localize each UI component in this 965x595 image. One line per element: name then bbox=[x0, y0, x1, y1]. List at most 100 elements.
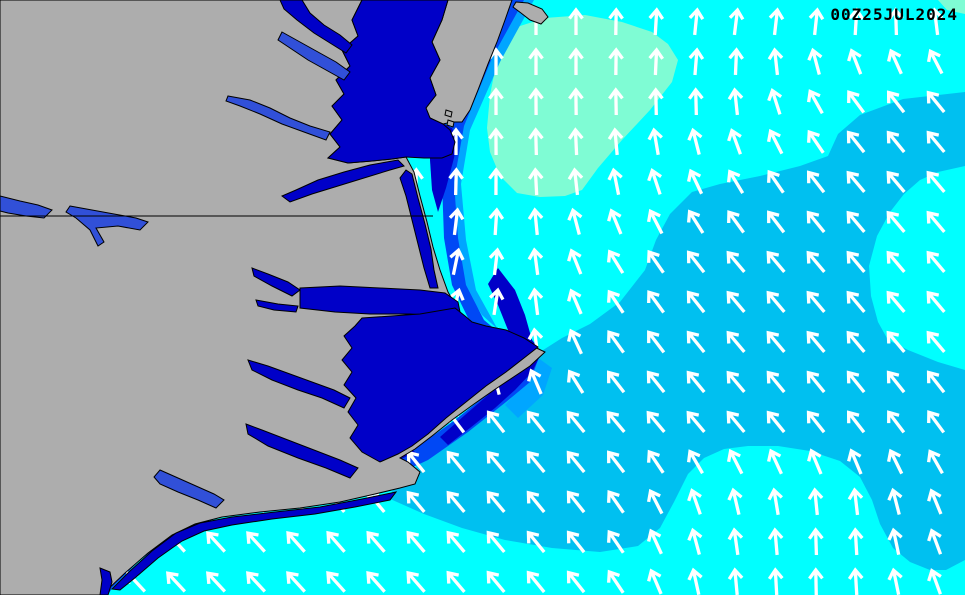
wave-direction-arrow bbox=[526, 410, 546, 434]
wave-direction-arrow bbox=[608, 87, 624, 116]
wave-direction-arrow bbox=[688, 87, 704, 116]
wave-direction-arrow bbox=[808, 527, 824, 556]
coastal-band-blue bbox=[96, 0, 538, 595]
pamlico-sound bbox=[341, 307, 539, 463]
wave-direction-arrow bbox=[567, 328, 583, 355]
wave-direction-arrow bbox=[926, 90, 946, 114]
wave-direction-arrow bbox=[808, 567, 824, 595]
wave-direction-arrow bbox=[768, 7, 785, 36]
wave-direction-arrow bbox=[567, 248, 583, 275]
wave-direction-arrow bbox=[166, 571, 187, 593]
wave-direction-arrow bbox=[526, 530, 546, 554]
wave-direction-arrow bbox=[566, 570, 586, 594]
wave-direction-arrow bbox=[847, 448, 863, 475]
wave-direction-arrow bbox=[847, 487, 864, 516]
wave-direction-arrow bbox=[887, 527, 903, 556]
wave-direction-arrow bbox=[446, 570, 466, 593]
wave-direction-arrow bbox=[727, 567, 744, 595]
wave-direction-arrow bbox=[606, 249, 625, 274]
wave-direction-arrow bbox=[926, 449, 944, 475]
wave-direction-arrow bbox=[726, 250, 746, 274]
wave-direction-arrow bbox=[807, 487, 824, 516]
wave-direction-arrow bbox=[886, 370, 906, 394]
wave-direction-arrow bbox=[486, 570, 506, 594]
wave-direction-arrow bbox=[767, 448, 783, 475]
wave-band-aquamarine-corner bbox=[938, 0, 965, 14]
wave-direction-arrow bbox=[686, 370, 706, 394]
wave-direction-arrow bbox=[488, 87, 504, 116]
wave-direction-arrow bbox=[648, 7, 665, 36]
wave-direction-arrow bbox=[846, 130, 866, 154]
wave-direction-arrow bbox=[286, 571, 306, 593]
wave-direction-arrow bbox=[446, 490, 466, 514]
wave-direction-arrow bbox=[806, 410, 826, 434]
wave-direction-arrow bbox=[446, 530, 466, 553]
timestamp-label: 00Z25JUL2024 bbox=[830, 5, 958, 24]
wave-direction-arrow bbox=[607, 450, 626, 474]
wave-direction-arrow bbox=[567, 288, 583, 315]
wave-direction-arrow bbox=[846, 290, 866, 314]
wave-direction-arrow bbox=[528, 127, 544, 156]
wave-direction-arrow bbox=[926, 250, 946, 274]
pamlico-river bbox=[247, 359, 351, 409]
wave-direction-arrow bbox=[926, 290, 946, 314]
wave-direction-arrow bbox=[927, 410, 946, 434]
wave-direction-arrow bbox=[808, 7, 825, 36]
wave-direction-arrow bbox=[686, 330, 706, 354]
wave-direction-arrow bbox=[767, 47, 784, 76]
wave-direction-arrow bbox=[846, 250, 866, 274]
coastal-band-navy-cape bbox=[440, 268, 542, 445]
wave-direction-arrow bbox=[687, 168, 704, 195]
wave-direction-arrow bbox=[887, 448, 904, 475]
wave-direction-arrow bbox=[527, 167, 544, 196]
wave-direction-arrow bbox=[848, 7, 865, 36]
south-creek bbox=[153, 469, 225, 509]
wave-direction-arrow bbox=[607, 127, 624, 156]
wave-direction-arrow bbox=[728, 47, 744, 76]
wave-direction-arrow bbox=[687, 527, 703, 555]
wave-direction-arrow bbox=[607, 569, 625, 594]
wave-direction-arrow bbox=[927, 568, 943, 595]
wave-direction-arrow bbox=[646, 370, 666, 394]
wave-direction-arrow bbox=[727, 527, 744, 556]
wave-direction-arrow bbox=[486, 490, 506, 514]
wave-direction-arrow bbox=[607, 208, 623, 235]
wave-direction-arrow bbox=[488, 207, 505, 236]
upper-creek bbox=[277, 31, 351, 81]
inland-water-layer bbox=[0, 0, 539, 595]
wave-direction-arrow bbox=[886, 330, 906, 354]
wave-direction-arrow bbox=[566, 490, 586, 514]
roanoke-river bbox=[255, 299, 299, 313]
wave-direction-arrow bbox=[926, 210, 946, 234]
wave-direction-arrow bbox=[807, 47, 823, 75]
tip-island bbox=[444, 109, 453, 118]
wave-direction-arrow bbox=[926, 130, 946, 154]
wave-direction-arrow bbox=[647, 528, 663, 555]
wave-direction-arrow bbox=[648, 47, 665, 76]
wave-direction-arrow bbox=[847, 567, 864, 595]
wave-direction-arrow bbox=[446, 450, 466, 474]
wave-direction-arrow bbox=[726, 290, 746, 314]
wave-direction-arrow bbox=[326, 530, 346, 553]
tip-island bbox=[446, 119, 455, 128]
wave-direction-arrow bbox=[766, 128, 784, 155]
wave-direction-arrow bbox=[607, 330, 625, 354]
wave-direction-arrow bbox=[687, 567, 703, 595]
rappahannock-creek bbox=[225, 95, 331, 141]
wave-direction-arrow bbox=[926, 170, 946, 194]
wave-direction-arrow bbox=[647, 249, 665, 274]
wave-direction-arrow bbox=[807, 448, 823, 475]
wave-direction-arrow bbox=[927, 7, 944, 36]
wave-direction-arrow bbox=[527, 368, 543, 395]
wave-direction-arrow bbox=[647, 449, 665, 474]
wave-direction-arrow bbox=[527, 207, 544, 236]
wave-direction-arrow bbox=[688, 47, 705, 76]
wave-direction-arrow bbox=[528, 87, 544, 116]
wave-direction-arrow bbox=[527, 287, 544, 316]
wave-direction-arrow bbox=[648, 87, 664, 116]
wave-direction-arrow bbox=[647, 568, 663, 595]
wave-direction-arrow bbox=[488, 127, 504, 156]
wave-direction-arrow bbox=[926, 330, 946, 354]
wave-direction-arrow bbox=[727, 128, 742, 155]
wave-direction-arrow bbox=[488, 167, 504, 196]
